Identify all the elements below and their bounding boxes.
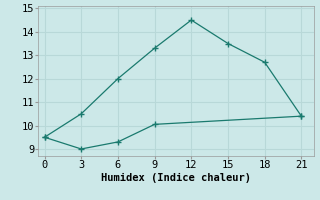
X-axis label: Humidex (Indice chaleur): Humidex (Indice chaleur) xyxy=(101,173,251,183)
